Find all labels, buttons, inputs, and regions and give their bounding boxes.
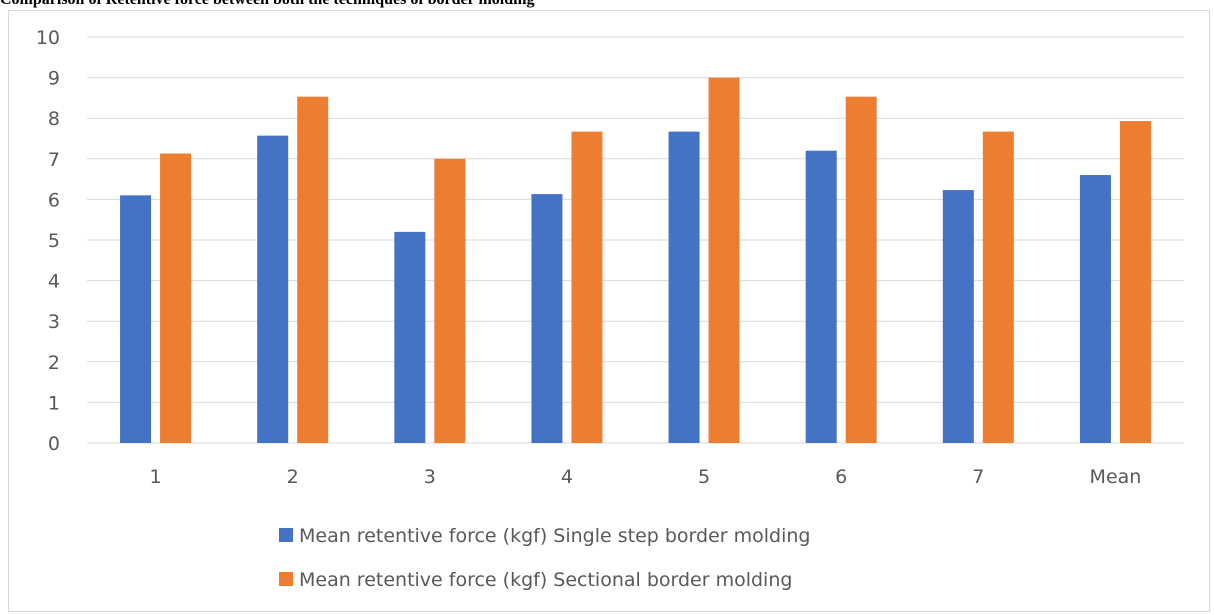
bar-sectional-6	[845, 96, 877, 443]
bar-single-step-6	[805, 150, 837, 443]
y-tick-label: 1	[48, 392, 60, 414]
bar-single-step-mean	[1079, 175, 1111, 444]
bar-sectional-2	[297, 96, 329, 443]
bar-single-step-5	[668, 131, 700, 443]
x-tick-label: 4	[561, 466, 573, 488]
x-tick-label: 7	[972, 466, 984, 488]
legend: Mean retentive force (kgf) Single step b…	[279, 525, 810, 591]
bar-sectional-1	[160, 153, 192, 443]
y-tick-label: 2	[48, 352, 60, 374]
page-title: Comparison of Retentive force between bo…	[0, 0, 1214, 9]
y-tick-label: 7	[48, 149, 60, 171]
bar-single-step-2	[257, 135, 289, 443]
x-axis-ticks: 1 2 3 4 5 6 7 Mean	[150, 466, 1142, 488]
x-tick-label: Mean	[1090, 466, 1142, 488]
gridlines	[87, 36, 1184, 444]
bar-sectional-4	[571, 131, 603, 443]
bar-sectional-7	[982, 131, 1014, 443]
x-tick-label: 3	[424, 466, 436, 488]
chart-frame	[8, 10, 1210, 612]
bar-single-step-4	[531, 194, 563, 443]
y-tick-label: 3	[48, 311, 60, 333]
y-tick-label: 10	[36, 27, 60, 49]
bar-sectional-5	[708, 77, 740, 443]
bar-sectional-mean	[1119, 121, 1151, 444]
x-tick-label: 5	[698, 466, 710, 488]
legend-swatch	[279, 572, 293, 586]
legend-swatch	[279, 528, 293, 542]
legend-label: Mean retentive force (kgf) Sectional bor…	[299, 569, 792, 591]
y-axis-ticks: 0 1 2 3 4 5 6 7 8 9 10	[36, 27, 60, 455]
x-tick-label: 2	[287, 466, 299, 488]
bar-sectional-3	[434, 158, 466, 444]
y-tick-label: 9	[48, 68, 60, 90]
y-tick-label: 6	[48, 189, 60, 211]
y-tick-label: 5	[48, 230, 60, 252]
bars	[120, 77, 1151, 444]
x-tick-label: 6	[835, 466, 847, 488]
bar-single-step-1	[120, 195, 152, 443]
legend-label: Mean retentive force (kgf) Single step b…	[299, 525, 810, 547]
y-tick-label: 8	[48, 108, 60, 130]
bar-single-step-7	[942, 190, 974, 443]
y-tick-label: 0	[48, 433, 60, 455]
bar-single-step-3	[394, 231, 426, 443]
y-tick-label: 4	[48, 271, 60, 293]
x-tick-label: 1	[150, 466, 162, 488]
